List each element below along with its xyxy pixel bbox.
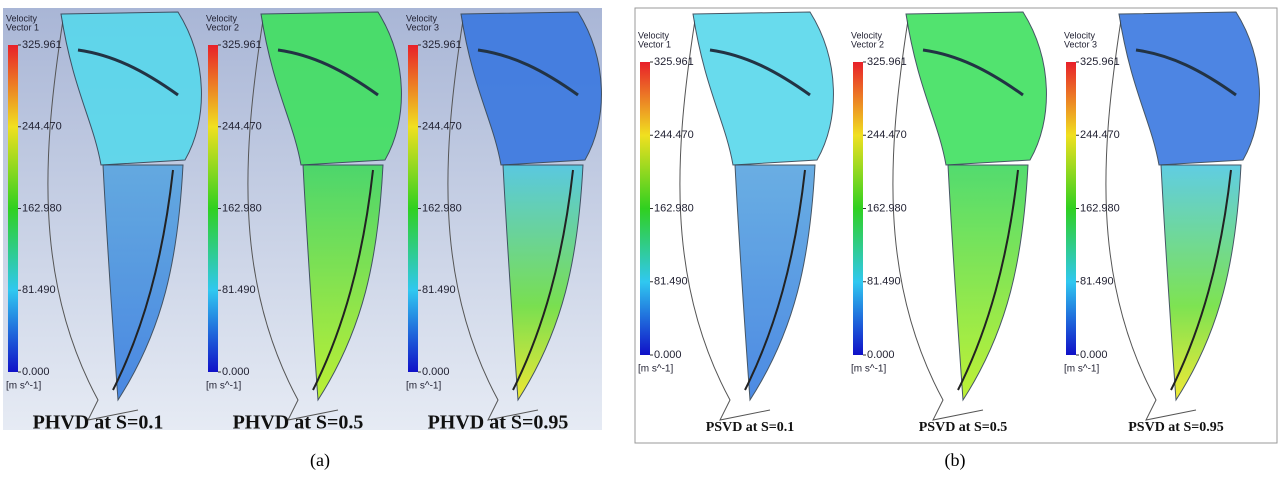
legend-title: Vector 1 [638, 39, 671, 49]
colorbar [408, 45, 418, 372]
colorbar-tick-label: 81.490 [867, 276, 901, 288]
colorbar-tick-label: 325.961 [22, 39, 62, 51]
colorbar [208, 45, 218, 372]
figure: (a)VelocityVector 1325.961244.470162.980… [0, 0, 1280, 476]
colorbar-tick-label: 162.980 [1080, 202, 1120, 214]
colorbar-tick-label: 244.470 [222, 121, 262, 133]
colorbar-tick-label: 81.490 [22, 284, 56, 296]
legend-title: Vector 3 [406, 22, 439, 32]
legend-title: Vector 2 [206, 22, 239, 32]
colorbar-tick-label: 0.000 [222, 366, 250, 378]
colorbar-tick-label: 0.000 [22, 366, 50, 378]
caption: PSVD at S=0.95 [1128, 420, 1223, 435]
colorbar-tick-label: 162.980 [222, 202, 262, 214]
colorbar [853, 62, 863, 355]
colorbar-tick-label: 81.490 [1080, 276, 1114, 288]
colorbar-tick-label: 81.490 [654, 276, 688, 288]
legend-title: Vector 2 [851, 39, 884, 49]
colorbar-tick-label: 244.470 [867, 129, 907, 141]
colorbar-tick-label: 244.470 [422, 121, 462, 133]
legend-unit: [m s^-1] [406, 381, 441, 392]
caption: PSVD at S=0.5 [919, 420, 1007, 435]
colorbar-tick-label: 0.000 [1080, 349, 1108, 361]
caption: PSVD at S=0.1 [706, 420, 794, 435]
colorbar-tick-label: 244.470 [22, 121, 62, 133]
legend-title: Vector 1 [6, 22, 39, 32]
colorbar-tick-label: 244.470 [654, 129, 694, 141]
caption: PHVD at S=0.5 [233, 412, 364, 434]
legend-unit: [m s^-1] [851, 364, 886, 375]
colorbar-tick-label: 325.961 [222, 39, 262, 51]
colorbar-tick-label: 325.961 [422, 39, 462, 51]
colorbar [1066, 62, 1076, 355]
legend-title: Vector 3 [1064, 39, 1097, 49]
legend-unit: [m s^-1] [206, 381, 241, 392]
colorbar-tick-label: 325.961 [1080, 56, 1120, 68]
colorbar-tick-label: 244.470 [1080, 129, 1120, 141]
caption: PHVD at S=0.95 [428, 412, 569, 434]
colorbar [8, 45, 18, 372]
colorbar-tick-label: 81.490 [422, 284, 456, 296]
colorbar-tick-label: 0.000 [654, 349, 682, 361]
page: (a)VelocityVector 1325.961244.470162.980… [0, 0, 1280, 476]
panel-label: (a) [310, 450, 330, 471]
legend-unit: [m s^-1] [1064, 364, 1099, 375]
colorbar-tick-label: 0.000 [867, 349, 895, 361]
colorbar [640, 62, 650, 355]
colorbar-tick-label: 325.961 [867, 56, 907, 68]
colorbar-tick-label: 0.000 [422, 366, 450, 378]
colorbar-tick-label: 162.980 [422, 202, 462, 214]
legend-unit: [m s^-1] [6, 381, 41, 392]
panel-label: (b) [945, 450, 966, 471]
colorbar-tick-label: 81.490 [222, 284, 256, 296]
caption: PHVD at S=0.1 [33, 412, 164, 434]
legend-unit: [m s^-1] [638, 364, 673, 375]
colorbar-tick-label: 162.980 [867, 202, 907, 214]
colorbar-tick-label: 162.980 [654, 202, 694, 214]
colorbar-tick-label: 162.980 [22, 202, 62, 214]
colorbar-tick-label: 325.961 [654, 56, 694, 68]
